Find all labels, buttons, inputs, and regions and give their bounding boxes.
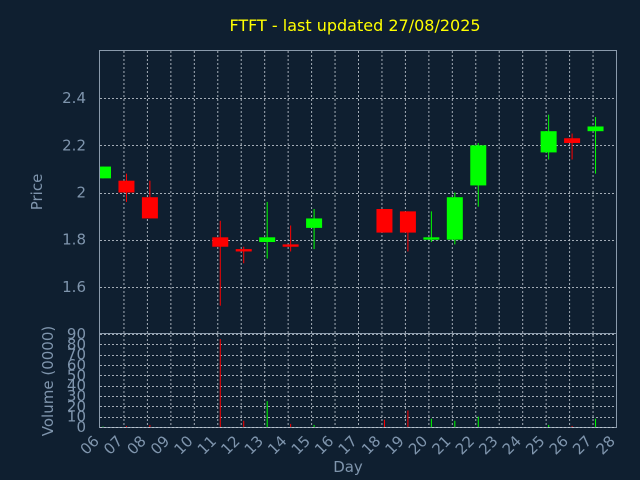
price-tick-label: 2 xyxy=(76,184,86,202)
price-tick-label: 2.2 xyxy=(62,136,86,154)
candle-body xyxy=(540,131,557,153)
x-tick-label: 19 xyxy=(382,432,408,458)
candles xyxy=(100,114,604,306)
candle-body xyxy=(423,237,440,240)
volume-tick-label: 0 xyxy=(76,418,86,436)
volume-bar xyxy=(219,339,221,427)
x-tick-label: 25 xyxy=(522,432,548,458)
x-tick-label: 07 xyxy=(100,432,126,458)
x-tick-label: 27 xyxy=(569,432,595,458)
candle-body xyxy=(100,166,111,179)
x-tick-label: 08 xyxy=(124,432,150,458)
candle-body xyxy=(235,249,252,252)
volume-bar xyxy=(430,418,432,427)
x-tick-label: 12 xyxy=(217,432,243,458)
volume-tick-label: 30 xyxy=(67,387,86,405)
candle-body xyxy=(212,237,229,247)
price-axis-label: Price xyxy=(28,174,46,211)
candle-body xyxy=(587,126,604,132)
volume-bar xyxy=(313,424,315,427)
volume-axis-label: Volume (0000) xyxy=(39,326,57,436)
volume-tick-label: 90 xyxy=(67,325,86,343)
volume-bar xyxy=(454,420,456,427)
volume-bar xyxy=(125,425,127,427)
x-tick-labels: 0607080910111213141516171819202122232425… xyxy=(77,432,619,458)
x-tick-label: 28 xyxy=(593,432,619,458)
volume-bar xyxy=(243,420,245,427)
x-tick-label: 24 xyxy=(499,432,525,458)
price-tick-label: 1.8 xyxy=(62,231,86,249)
x-tick-label: 23 xyxy=(475,432,501,458)
x-tick-label: 17 xyxy=(335,432,361,458)
x-tick-label: 14 xyxy=(264,432,290,458)
x-tick-label: 22 xyxy=(452,432,478,458)
volume-tick-label: 60 xyxy=(67,356,86,374)
volume-bar xyxy=(548,424,550,427)
volume-bar xyxy=(407,410,409,427)
candle-body xyxy=(282,244,299,247)
candle-body xyxy=(399,211,416,233)
chart-title: FTFT - last updated 27/08/2025 xyxy=(229,16,480,35)
candle-body xyxy=(259,237,276,243)
x-tick-label: 13 xyxy=(241,432,267,458)
x-tick-label: 18 xyxy=(358,432,384,458)
candle-body xyxy=(446,197,463,240)
volume-bar xyxy=(149,424,151,427)
volume-tick-label: 10 xyxy=(67,408,86,426)
x-tick-label: 06 xyxy=(77,432,103,458)
volume-bar xyxy=(102,426,104,427)
volume-tick-label: 50 xyxy=(67,366,86,384)
volume-tick-label: 20 xyxy=(67,397,86,415)
x-tick-label: 09 xyxy=(147,432,173,458)
x-tick-label: 10 xyxy=(170,432,196,458)
x-tick-label: 20 xyxy=(405,432,431,458)
volume-bar xyxy=(477,416,479,427)
candle-body xyxy=(470,145,487,186)
price-tick-label: 1.6 xyxy=(62,278,86,296)
volume-tick-label: 70 xyxy=(67,346,86,364)
volume-tick-label: 80 xyxy=(67,335,86,353)
volume-bar xyxy=(266,401,268,427)
candle-body xyxy=(306,218,323,228)
candle-body xyxy=(564,138,581,143)
price-tick-label: 2.4 xyxy=(62,89,86,107)
x-tick-label: 15 xyxy=(288,432,314,458)
volume-tick-label: 40 xyxy=(67,377,86,395)
candle-body xyxy=(141,197,158,219)
x-tick-label: 21 xyxy=(428,432,454,458)
volume-bar xyxy=(595,418,597,427)
x-axis-label: Day xyxy=(333,458,363,476)
volume-bars xyxy=(102,339,597,427)
volume-bar xyxy=(571,425,573,427)
x-tick-label: 16 xyxy=(311,432,337,458)
volume-bar xyxy=(383,419,385,427)
x-tick-label: 26 xyxy=(546,432,572,458)
candle-body xyxy=(118,180,135,193)
volume-bar xyxy=(290,423,292,427)
x-tick-label: 11 xyxy=(194,432,220,458)
candle-body xyxy=(376,209,393,233)
